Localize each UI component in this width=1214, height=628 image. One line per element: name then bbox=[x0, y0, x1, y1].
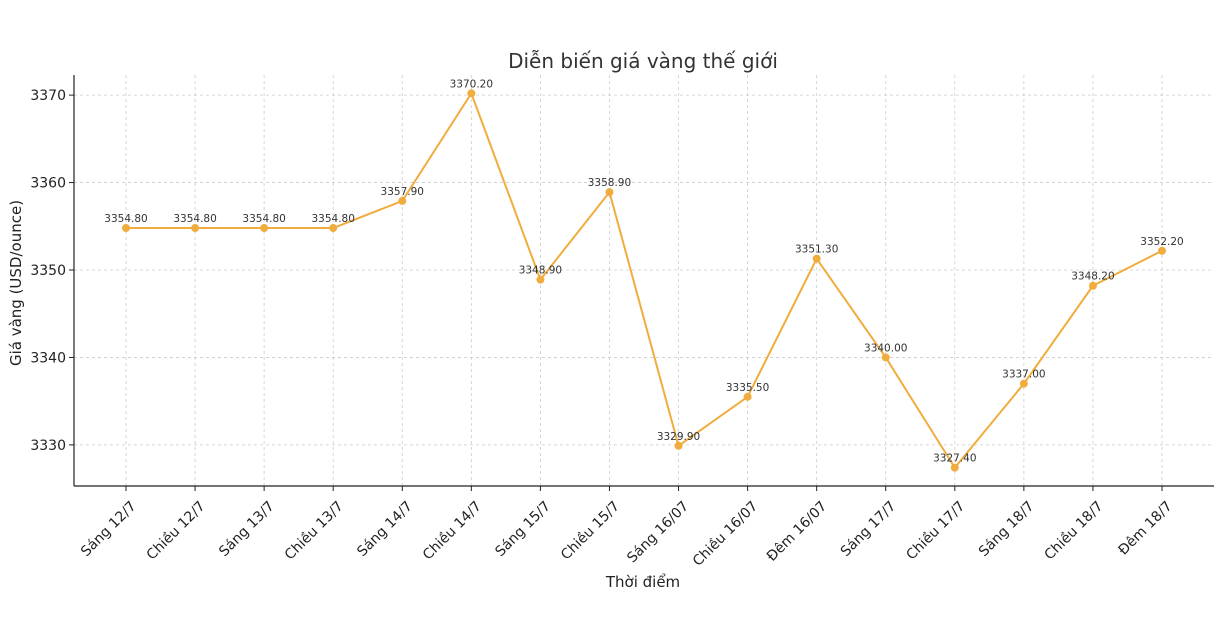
data-label: 3329.90 bbox=[657, 431, 700, 443]
x-tick-label: Chiều 17/7 bbox=[903, 498, 969, 564]
data-point bbox=[398, 196, 407, 205]
x-tick-label: Sáng 18/7 bbox=[976, 498, 1038, 560]
x-tick-label: Sáng 14/7 bbox=[354, 498, 416, 560]
data-label: 3351.30 bbox=[795, 244, 838, 256]
data-point bbox=[950, 463, 959, 472]
x-tick-label: Sáng 13/7 bbox=[216, 498, 278, 560]
data-label: 3354.80 bbox=[311, 213, 354, 225]
data-label: 3354.80 bbox=[104, 213, 147, 225]
x-tick-label: Chiều 14/7 bbox=[419, 498, 485, 564]
chart-title: Diễn biến giá vàng thế giới bbox=[508, 49, 778, 73]
y-axis-label: Giá vàng (USD/ounce) bbox=[7, 200, 25, 366]
x-tick-label: Đêm 18/7 bbox=[1116, 498, 1176, 558]
axes bbox=[73, 75, 1214, 487]
data-point bbox=[1019, 379, 1028, 388]
data-label: 3370.20 bbox=[450, 78, 493, 90]
grid bbox=[74, 75, 1214, 486]
data-label: 3335.50 bbox=[726, 382, 769, 394]
data-point bbox=[191, 224, 200, 233]
x-tick-label: Chiều 15/7 bbox=[557, 498, 623, 564]
data-label: 3340.00 bbox=[864, 342, 907, 354]
data-point bbox=[674, 441, 683, 450]
data-label: 3357.90 bbox=[381, 186, 424, 198]
x-tick-label: Sáng 16/07 bbox=[624, 498, 692, 566]
x-tick-label: Chiều 16/07 bbox=[689, 498, 761, 570]
y-tick-label: 3340 bbox=[30, 350, 66, 366]
series-line bbox=[126, 92, 1163, 469]
x-tick-label: Chiều 13/7 bbox=[281, 498, 347, 564]
data-point bbox=[329, 224, 338, 233]
data-label: 3354.80 bbox=[173, 213, 216, 225]
data-point bbox=[122, 224, 130, 233]
x-tick-label: Chiều 18/7 bbox=[1041, 498, 1107, 564]
data-label: 3354.80 bbox=[242, 213, 285, 225]
y-tick-label: 3370 bbox=[30, 88, 66, 104]
y-tick-label: 3350 bbox=[30, 263, 66, 279]
data-point bbox=[812, 254, 821, 263]
data-label: 3327.40 bbox=[933, 453, 976, 465]
data-point bbox=[881, 353, 890, 362]
x-axis-label: Thời điểm bbox=[605, 573, 680, 591]
x-tick-label: Sáng 12/7 bbox=[78, 498, 140, 560]
data-label: 3348.90 bbox=[519, 265, 562, 277]
data-point bbox=[536, 275, 545, 284]
data-label: 3348.20 bbox=[1071, 271, 1114, 283]
data-label: 3352.20 bbox=[1140, 236, 1183, 248]
data-label: 3337.00 bbox=[1002, 369, 1045, 381]
y-tick-label: 3360 bbox=[30, 176, 66, 192]
data-point bbox=[260, 224, 269, 233]
x-tick-label: Sáng 17/7 bbox=[838, 498, 900, 560]
data-point bbox=[1158, 246, 1166, 255]
x-tick-label: Sáng 15/7 bbox=[492, 498, 554, 560]
x-tick-label: Chiều 12/7 bbox=[143, 498, 209, 564]
data-point bbox=[467, 89, 476, 98]
x-tick-label: Đêm 16/07 bbox=[764, 498, 830, 564]
series bbox=[122, 89, 1166, 472]
data-point bbox=[743, 392, 752, 401]
data-point bbox=[605, 188, 614, 197]
y-tick-label: 3330 bbox=[30, 438, 66, 454]
data-point bbox=[1088, 281, 1097, 290]
data-label: 3358.90 bbox=[588, 177, 631, 189]
data-labels: 3354.80 3354.80 3354.80 3354.80 3357.90 3370.… bbox=[104, 78, 1183, 464]
